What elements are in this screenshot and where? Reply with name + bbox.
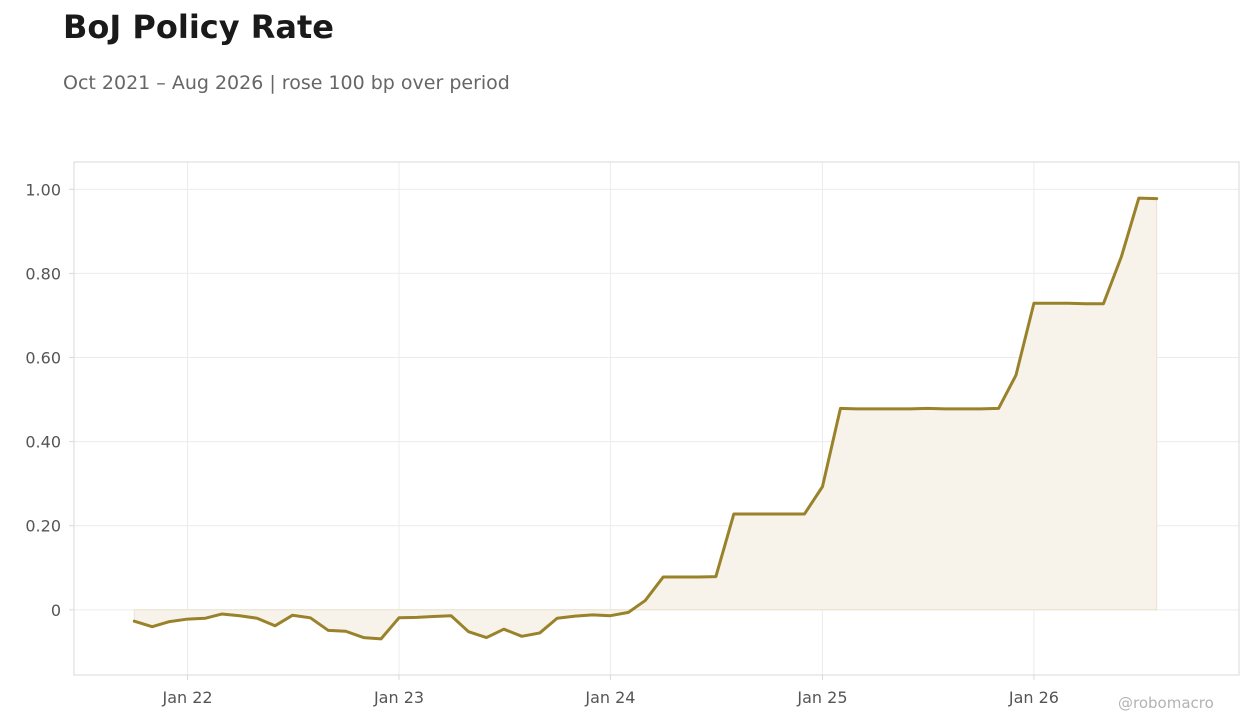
x-axis: Jan 22 Jan 23 Jan 24 Jan 25 Jan 26 [161, 675, 1059, 707]
x-tick-label: Jan 25 [796, 688, 847, 707]
y-tick-label: 0 [51, 601, 61, 620]
x-tick-label: Jan 24 [584, 688, 635, 707]
y-tick-label: 0.20 [25, 517, 61, 536]
y-axis: 0 0.20 0.40 0.60 0.80 1.00 [25, 180, 74, 620]
y-tick-label: 0.60 [25, 349, 61, 368]
y-tick-label: 0.80 [25, 264, 61, 283]
chart-title: BoJ Policy Rate [63, 8, 334, 46]
y-tick-label: 1.00 [25, 180, 61, 199]
watermark: @robomacro [1118, 694, 1214, 712]
series-area-fill [133, 197, 1158, 640]
chart-subtitle: Oct 2021 – Aug 2026 | rose 100 bp over p… [63, 72, 510, 94]
x-tick-label: Jan 23 [373, 688, 424, 707]
plot-frame [73, 161, 1240, 676]
y-tick-label: 0.40 [25, 433, 61, 452]
series-line [132, 196, 1159, 641]
x-tick-label: Jan 22 [161, 688, 212, 707]
x-tick-label: Jan 26 [1008, 688, 1059, 707]
